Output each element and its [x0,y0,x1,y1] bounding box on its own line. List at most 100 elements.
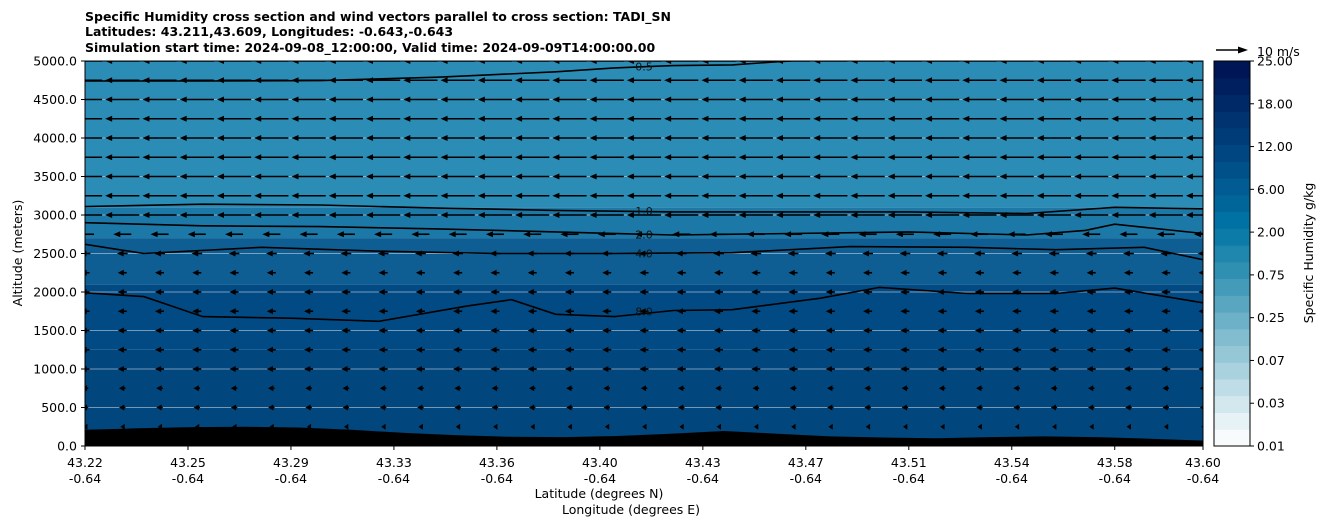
wind-vector-head [415,289,423,295]
wind-vector-head [305,385,311,392]
wind-vector [664,173,699,180]
wind-vector-head [266,346,273,353]
wind-vector-head [937,346,944,353]
y-axis: 0.0 500.0 1000.0 1500.0 2000.0 2500.0 3000.0 35… [33,54,85,454]
wind-vector-head [179,212,187,218]
wind-vector-head [155,308,162,315]
wind-vector [900,346,910,353]
wind-vector-head [216,135,224,141]
wind-vector-head [664,61,672,64]
wind-vector-head [775,77,783,84]
wind-vector [192,346,202,353]
wind-vector [738,77,773,84]
wind-vector-head [1111,135,1119,141]
wind-vector [119,385,126,392]
colorbar-segment [1214,312,1250,330]
wind-vector-head [192,289,199,295]
wind-vector-head [76,231,83,237]
wind-vector-head [738,212,746,218]
wind-vector-head [1185,192,1193,199]
wind-vector [1198,328,1203,333]
wind-vector [328,212,363,218]
wind-vector-head [1036,212,1044,218]
wind-vector [491,404,499,411]
wind-vector [589,96,624,103]
wind-vector [640,385,648,392]
wind-vector-head [1013,385,1019,392]
wind-vector [552,77,587,84]
wind-vector [640,404,648,411]
wind-vector-head [974,308,982,315]
wind-vector [925,173,960,180]
wind-vector [1036,135,1072,141]
y-tick-label: 0.0 [57,439,77,454]
wind-vector-head [229,366,236,372]
wind-vector-head [738,135,746,141]
wind-vector-head [1198,309,1203,314]
wind-vector-head [552,135,560,141]
wind-vector [863,366,873,372]
wind-vector-head [825,346,832,353]
wind-vector [415,366,425,372]
wind-vector-head [1185,154,1193,161]
wind-vector [974,327,984,334]
wind-vector-head [1161,327,1168,334]
wind-vector-head [863,289,870,295]
wind-vector-head [626,77,634,84]
wind-vector [403,192,438,199]
wind-vector-head [68,116,75,122]
wind-vector [999,77,1034,84]
wind-vector-head [589,61,597,64]
wind-vector [940,423,945,430]
wind-vector-head [440,135,448,141]
wind-vector [117,269,127,276]
wind-vector-head [714,346,721,353]
wind-vector [825,308,835,315]
wind-vector [828,423,833,430]
wind-vector-head [552,77,560,84]
wind-vector [850,96,885,103]
wind-vector-head [1123,308,1131,315]
wind-vector [266,346,276,353]
wind-vector [515,192,550,199]
wind-vector-head [850,135,858,141]
wind-vector [864,385,871,392]
wind-vector [440,154,475,161]
colorbar-tick-label: 0.25 [1257,310,1285,325]
wind-vector-head [1012,327,1019,334]
wind-vector-head [1087,385,1094,392]
wind-vector [701,96,736,103]
wind-vector [751,289,761,295]
wind-vector [962,135,997,141]
wind-vector-head [455,423,461,430]
wind-vector-head [291,192,299,199]
wind-vector-head [117,269,124,276]
wind-vector [863,327,873,334]
wind-vector-head [1036,96,1044,103]
wind-vector [342,404,350,411]
wind-vector-head [304,289,311,295]
wind-vector-head [515,212,523,218]
wind-vector [999,192,1034,199]
wind-vector-head [403,96,411,103]
wind-vector-head [85,269,87,276]
wind-vector [477,77,513,84]
wind-vector [193,385,201,392]
wind-vector-head [366,135,374,141]
wind-vector [341,308,351,315]
wind-vector [366,173,401,180]
plot-area: 0.5 1.0 2.0 4.0 8.0 [68,60,1204,447]
wind-vector-head [813,173,821,180]
wind-vector-head [714,289,721,295]
wind-vector-head [415,346,423,353]
wind-vector-head [1198,347,1203,352]
wind-vector-head [788,327,795,334]
wind-vector [179,61,214,64]
wind-vector-head [962,192,970,199]
wind-vector [85,385,89,392]
wind-vector-head [1161,269,1168,276]
wind-vector [403,135,438,141]
wind-vector [415,269,425,276]
wind-vector [1111,173,1146,180]
wind-vector [900,366,910,372]
